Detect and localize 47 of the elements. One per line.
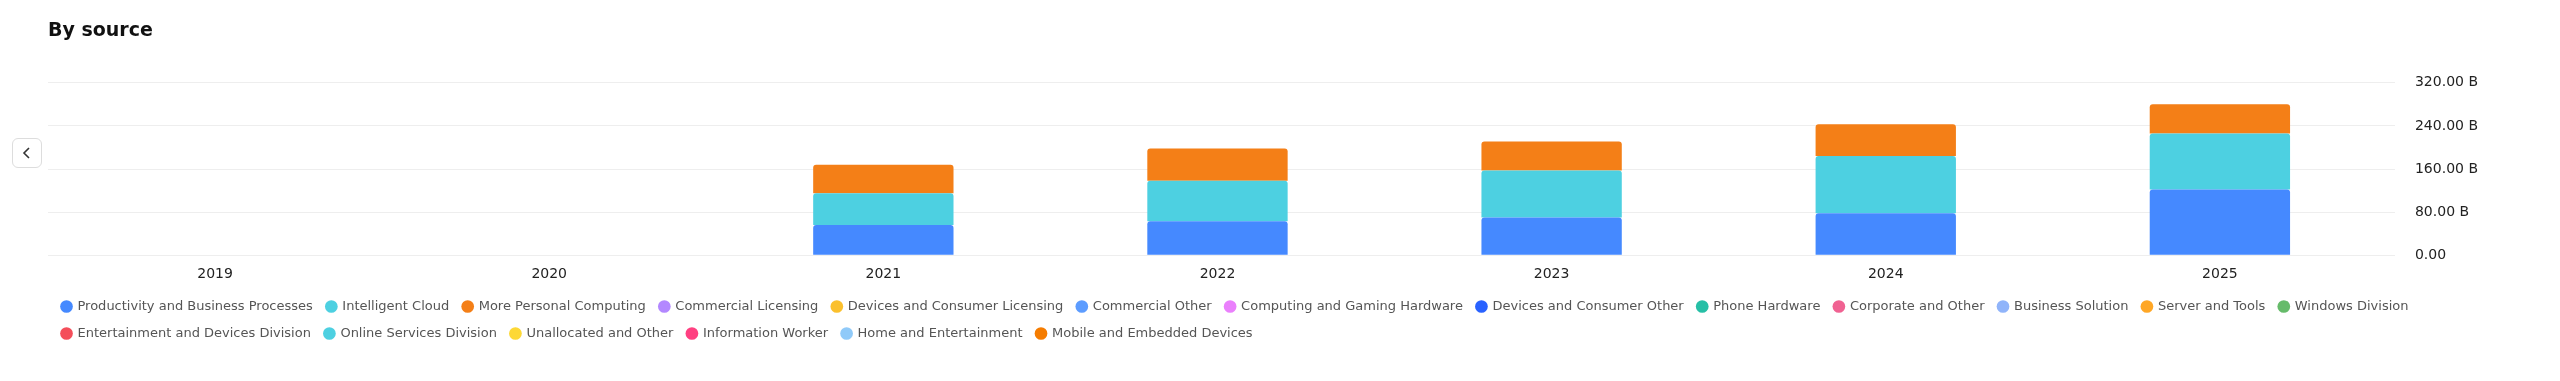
bar [1147, 180, 1288, 222]
legend-label: Server and Tools [2157, 297, 2266, 313]
x-tick-label: 2024 [1867, 265, 1904, 282]
legend-label: Windows Division [2294, 297, 2409, 313]
x-tick-label: 2020 [531, 265, 568, 282]
legend-label: Mobile and Embedded Devices [1052, 324, 1253, 340]
bar [1481, 170, 1622, 218]
legend-label: Commercial Licensing [675, 297, 819, 313]
legend-label: Commercial Other [1092, 297, 1213, 313]
x-tick-label: 2021 [865, 265, 902, 282]
y-tick-label: 160.00 B [2414, 159, 2479, 176]
legend-label: Phone Hardware [1713, 297, 1821, 313]
legend-label: Information Worker [702, 324, 829, 340]
bar [813, 193, 954, 226]
bar [1815, 213, 1956, 255]
bar [1147, 148, 1288, 181]
bar [1147, 221, 1288, 255]
legend-label: Home and Entertainment [857, 324, 1023, 340]
legend-label: More Personal Computing [478, 297, 646, 313]
legend-label: Intelligent Cloud [342, 297, 450, 313]
legend-label: Devices and Consumer Licensing [847, 297, 1064, 313]
bar [2149, 104, 2291, 134]
x-tick-label: 2022 [1199, 265, 1236, 282]
bar [1481, 141, 1622, 171]
x-tick-label: 2025 [2202, 265, 2238, 282]
bar [1815, 156, 1956, 214]
legend-label: Business Solution [2014, 297, 2129, 313]
legend-label: Productivity and Business Processes [77, 297, 314, 313]
legend-label: Entertainment and Devices Division [77, 324, 311, 340]
y-tick-label: 0.00 [2414, 245, 2447, 262]
y-tick-label: 320.00 B [2414, 73, 2479, 90]
legend-label: Devices and Consumer Other [1492, 297, 1685, 313]
x-tick-label: 2023 [1533, 265, 1570, 282]
bar [2149, 133, 2291, 190]
legend-label: Unallocated and Other [526, 324, 675, 340]
legend-label: Corporate and Other [1849, 297, 1986, 313]
chart-title: By source [48, 18, 153, 41]
bar [813, 164, 954, 194]
y-tick-label: 80.00 B [2414, 202, 2470, 219]
y-tick-label: 240.00 B [2414, 116, 2479, 133]
bar [2149, 189, 2291, 255]
bar [1815, 124, 1956, 157]
bar [813, 225, 954, 255]
x-tick-label: 2019 [197, 265, 233, 282]
legend-label: Computing and Gaming Hardware [1241, 297, 1463, 313]
legend-label: Online Services Division [340, 324, 497, 340]
bar [1481, 217, 1622, 255]
